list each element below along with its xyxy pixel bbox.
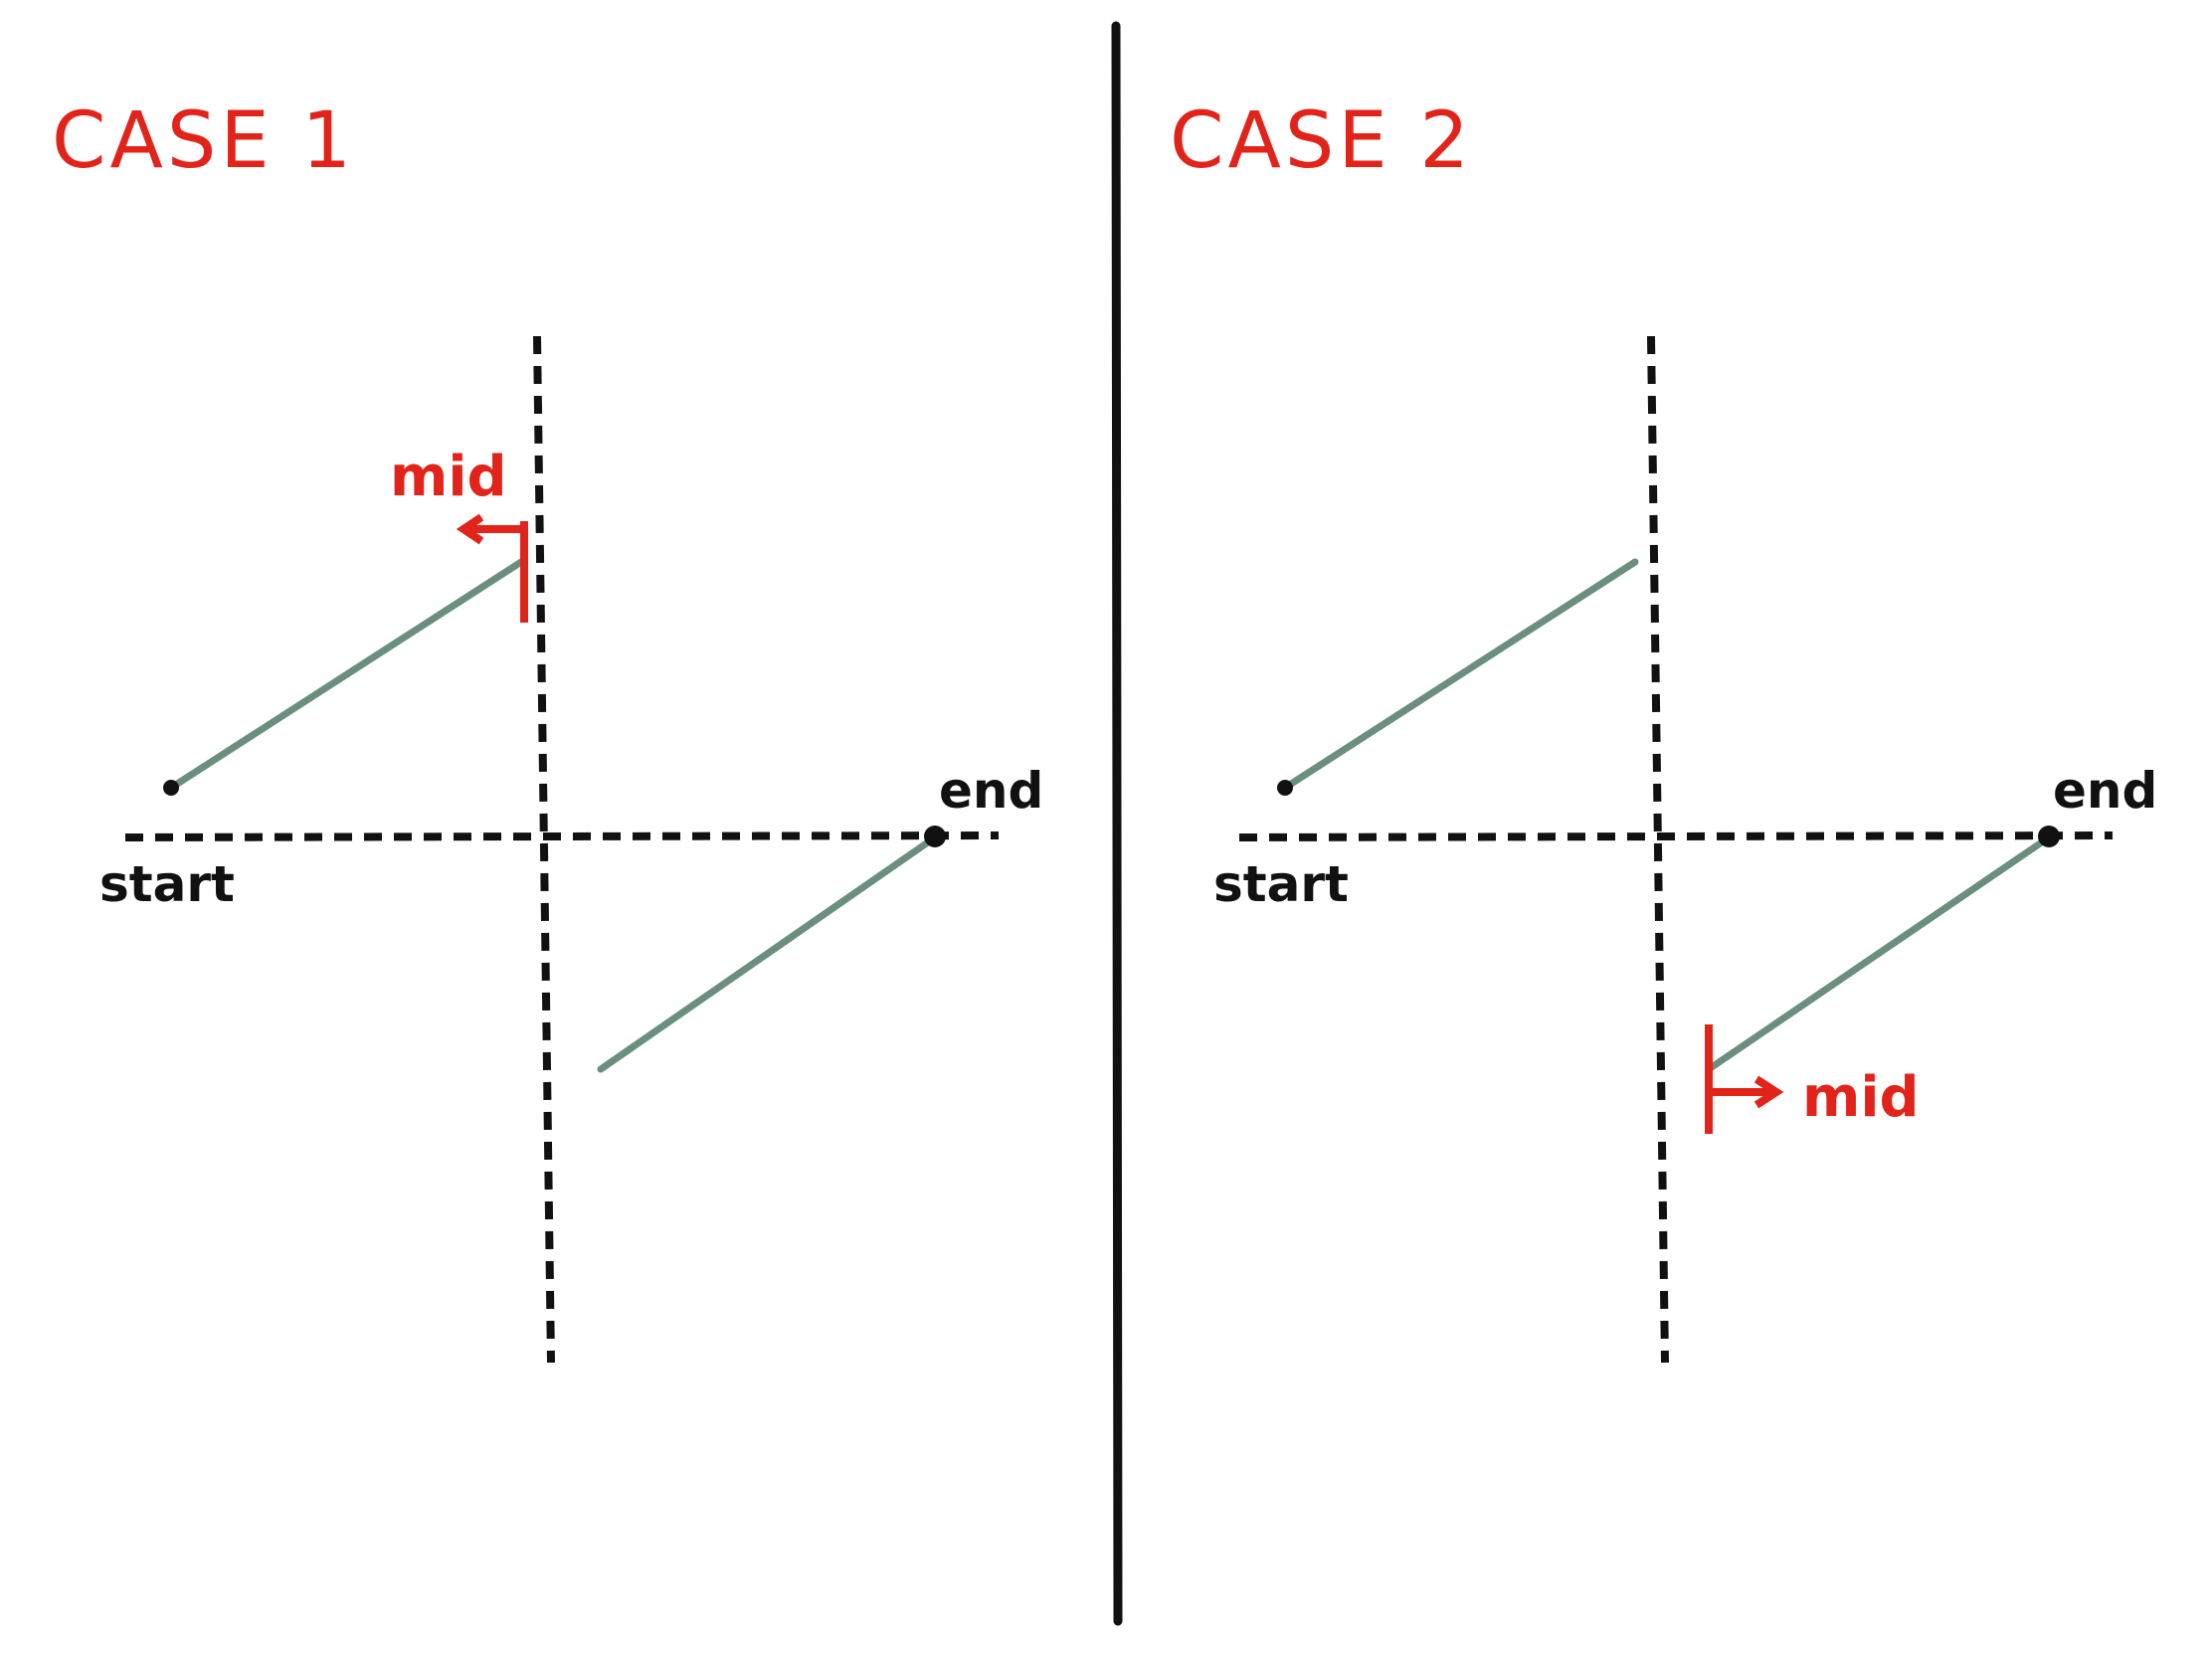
case-2-title: CASE 2 <box>1170 96 1473 186</box>
case-1-title: CASE 1 <box>52 96 355 186</box>
case-1-start-label: start <box>99 855 235 913</box>
case-2-vertical-axis <box>1647 335 1669 1364</box>
panel-case-2: CASE 2 start end mid <box>1170 96 2157 1364</box>
case-2-end-label: end <box>2053 762 2157 820</box>
case-2-mid-arrowhead <box>1753 1075 1784 1109</box>
case-1-mid-arrowhead <box>456 513 484 545</box>
case-1-horizontal-axis <box>124 831 1000 841</box>
case-1-start-point <box>163 780 179 796</box>
panel-divider <box>1111 21 1123 1626</box>
case-2-horizontal-axis <box>1238 831 2114 841</box>
case-2-start-label: start <box>1213 855 1349 913</box>
case-2-mid-label: mid <box>1802 1065 1920 1130</box>
case-2-upper-segment <box>1281 558 1639 792</box>
case-2-end-point <box>2038 826 2060 847</box>
panel-case-1: CASE 1 start end mid <box>52 96 1043 1364</box>
case-1-end-point <box>924 826 946 847</box>
case-1-lower-segment <box>597 833 939 1073</box>
case-1-mid-label: mid <box>390 445 507 509</box>
case-2-lower-segment <box>1705 833 2053 1073</box>
case-1-end-label: end <box>939 762 1043 820</box>
case-2-start-point <box>1277 780 1293 796</box>
case-1-vertical-axis <box>533 335 555 1364</box>
case-1-upper-segment <box>167 558 525 792</box>
